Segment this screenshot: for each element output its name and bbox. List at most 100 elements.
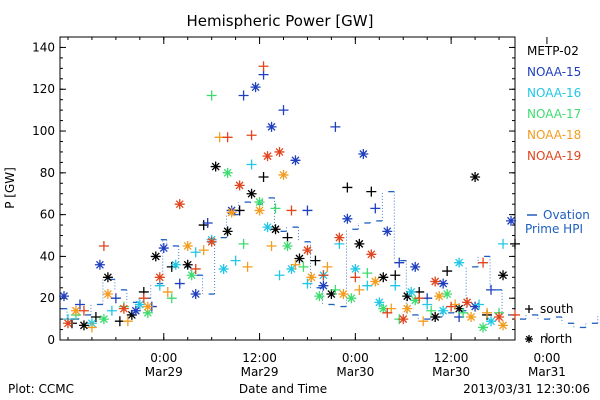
noaa-19-south-point (286, 205, 297, 216)
noaa-19-south-point (382, 307, 393, 318)
noaa-15-north-point (290, 155, 301, 166)
metp-02-south-point (390, 270, 401, 281)
noaa-15-north-point (382, 226, 393, 237)
noaa-19-south-point (138, 293, 149, 304)
legend-symbol-north (525, 335, 533, 343)
noaa-17-north-point (282, 240, 293, 251)
metp-02-north-point (294, 253, 305, 264)
noaa-17-south-point (298, 261, 309, 272)
timestamp: 2013/03/31 12:30:06 (463, 382, 590, 396)
noaa-17-south-point (206, 90, 217, 101)
metp-02-north-point (78, 320, 89, 331)
noaa-17-north-point (142, 307, 153, 318)
x-tick-label-date: Mar30 (432, 365, 470, 379)
noaa-16-south-point (274, 270, 285, 281)
noaa-18-south-point (322, 261, 333, 272)
noaa-15-south-point (238, 90, 249, 101)
noaa-18-north-point (466, 312, 477, 323)
noaa-15-north-point (438, 278, 449, 289)
noaa-16-south-point (106, 305, 117, 316)
noaa-19-south-point (510, 309, 520, 320)
noaa-19-north-point (206, 236, 217, 247)
metp-02-north-point (498, 270, 509, 281)
noaa-17-north-point (346, 293, 357, 304)
noaa-16-south-point (474, 299, 485, 310)
noaa-15-north-point (410, 261, 421, 272)
noaa-16-north-point (134, 299, 145, 310)
metp-02-north-point (222, 226, 233, 237)
legend-noaa-19: NOAA-19 (527, 149, 581, 163)
noaa-17-south-point (458, 307, 469, 318)
metp-02-north-point (246, 188, 257, 199)
legend-noaa-15: NOAA-15 (527, 65, 581, 79)
legend-noaa-18: NOAA-18 (527, 128, 581, 142)
noaa-18-north-point (498, 320, 509, 331)
noaa-16-south-point (390, 280, 401, 291)
noaa-19-south-point (318, 270, 329, 281)
noaa-15-south-point (454, 312, 465, 323)
noaa-19-north-point (366, 249, 377, 260)
noaa-15-north-point (266, 121, 277, 132)
noaa-18-south-point (450, 299, 461, 310)
noaa-19-north-point (62, 318, 73, 329)
noaa-15-south-point (370, 203, 381, 214)
noaa-16-north-point (486, 316, 497, 327)
noaa-15-south-point (202, 217, 213, 228)
noaa-17-south-point (166, 293, 177, 304)
noaa-15-north-point (58, 291, 69, 302)
noaa-18-north-point (306, 272, 317, 283)
noaa-18-south-point (86, 322, 97, 333)
noaa-17-north-point (186, 270, 197, 281)
noaa-15-north-point (470, 301, 481, 312)
noaa-15-north-point (158, 243, 169, 254)
y-tick-label: 60 (40, 208, 55, 222)
metp-02-south-point (90, 312, 101, 323)
noaa-16-south-point (190, 247, 201, 258)
noaa-19-south-point (446, 301, 457, 312)
x-tick-label-date: Mar30 (336, 365, 374, 379)
metp-02-south-point (510, 238, 520, 249)
noaa-17-north-point (314, 291, 325, 302)
noaa-19-north-point (274, 146, 285, 157)
noaa-18-south-point (266, 240, 277, 251)
noaa-19-south-point (414, 293, 425, 304)
noaa-19-north-point (154, 272, 165, 283)
legend-noaa-17: NOAA-17 (527, 107, 581, 121)
noaa-17-north-point (478, 322, 489, 333)
legend-noaa-16: NOAA-16 (527, 86, 581, 100)
axes: 0204060801001201400:00Mar2912:00Mar290:0… (32, 36, 566, 379)
noaa-18-north-point (278, 169, 289, 180)
metp-02-south-point (258, 172, 269, 183)
chart-title: Hemispheric Power [GW] (187, 12, 374, 30)
noaa-17-south-point (362, 268, 373, 279)
metp-02-south-point (282, 232, 293, 243)
noaa-18-north-point (370, 276, 381, 287)
noaa-19-north-point (462, 297, 473, 308)
noaa-19-south-point (78, 305, 89, 316)
y-tick-label: 20 (40, 291, 55, 305)
noaa-15-south-point (302, 205, 313, 216)
noaa-15-south-point (74, 299, 85, 310)
noaa-18-north-point (142, 301, 153, 312)
x-tick-label-date: Mar29 (145, 365, 183, 379)
ovation-legend-line2: Prime HPI (525, 222, 583, 236)
metp-02-south-point (342, 182, 353, 193)
x-tick-label-time: 12:00 (242, 351, 277, 365)
noaa-19-south-point (478, 257, 489, 268)
noaa-16-north-point (350, 263, 361, 274)
noaa-15-north-point (506, 215, 517, 226)
noaa-18-south-point (482, 307, 493, 318)
x-tick-label-time: 0:00 (533, 351, 560, 365)
y-tick-label: 120 (32, 82, 55, 96)
metp-02-north-point (430, 312, 441, 323)
noaa-19-south-point (350, 272, 361, 283)
metp-02-south-point (366, 186, 377, 197)
noaa-16-north-point (374, 297, 385, 308)
plot-frame (59, 36, 516, 341)
noaa-16-north-point (438, 305, 449, 316)
metp-02-north-point (150, 251, 161, 262)
noaa-18-south-point (122, 316, 133, 327)
noaa-19-north-point (174, 199, 185, 210)
metp-02-south-point (442, 266, 453, 277)
y-tick-label: 140 (32, 40, 55, 54)
